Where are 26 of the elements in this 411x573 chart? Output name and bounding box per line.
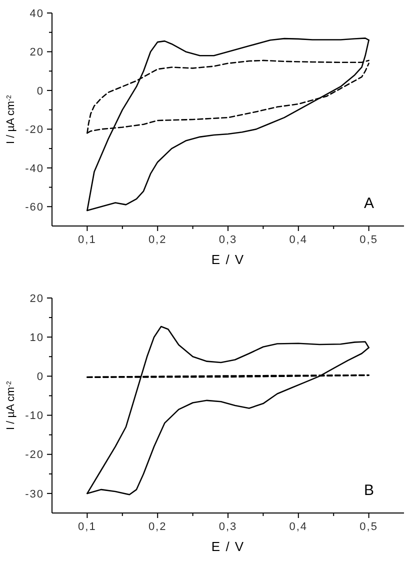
x-tick-label: 0,5 (360, 234, 378, 246)
y-tick-label: 20 (30, 292, 44, 305)
x-tick-label: 0,3 (218, 234, 238, 246)
x-tick-label: 0,3 (218, 521, 238, 533)
y-tick-label: -60 (25, 201, 44, 214)
y-tick-label: 20 (30, 46, 44, 59)
x-axis-title: E / V (211, 539, 245, 554)
y-tick-label: -20 (25, 449, 44, 462)
x-tick-label: 0,5 (360, 521, 378, 533)
y-tick-label: 0 (36, 85, 44, 98)
annotation: B (364, 482, 374, 499)
y-tick-label: 10 (30, 332, 44, 344)
y-tick-label: -30 (25, 488, 44, 500)
annotation: A (364, 195, 374, 212)
y-tick-label: -40 (25, 162, 44, 175)
x-axis-title: E / V (211, 252, 245, 267)
x-tick-label: 0,2 (148, 234, 167, 246)
y-tick-label: 0 (36, 371, 44, 384)
y-tick-label: -20 (25, 124, 44, 136)
x-tick-label: 0,1 (78, 234, 96, 246)
x-tick-label: 0,2 (148, 521, 167, 533)
y-tick-label: -10 (25, 410, 44, 422)
y-tick-label: 40 (30, 8, 44, 20)
x-tick-label: 0,1 (78, 521, 96, 533)
x-tick-label: 0,4 (289, 521, 308, 533)
x-tick-label: 0,4 (289, 234, 308, 246)
